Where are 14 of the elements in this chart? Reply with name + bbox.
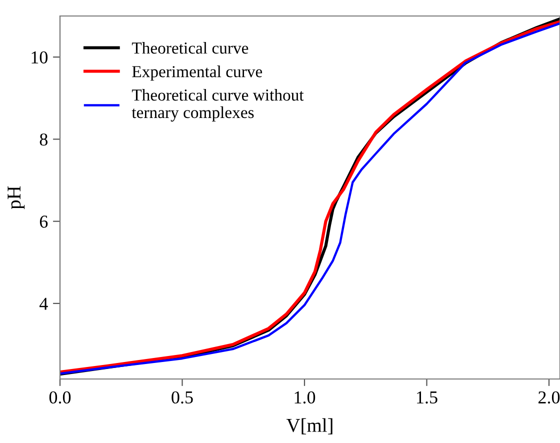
y-tick-label: 6 <box>40 216 48 228</box>
y-tick-label: 10 <box>32 51 48 64</box>
y-tick-label: 4 <box>40 298 48 310</box>
x-tick-label: 0.5 <box>172 391 193 404</box>
x-tick-label: 1.5 <box>417 391 438 404</box>
x-tick-label: 2.0 <box>538 391 560 404</box>
legend-label: Experimental curve <box>132 66 262 81</box>
legend-label: Theoretical curve without ternary complexes <box>132 88 304 122</box>
y-tick-label: 8 <box>40 133 48 146</box>
x-axis-title: V[ml] <box>286 418 332 434</box>
x-tick-label: 0.0 <box>49 391 71 404</box>
legend-label: Theoretical curve <box>132 42 248 54</box>
x-tick-label: 1.0 <box>294 391 316 404</box>
y-axis-title: pH <box>8 186 25 210</box>
